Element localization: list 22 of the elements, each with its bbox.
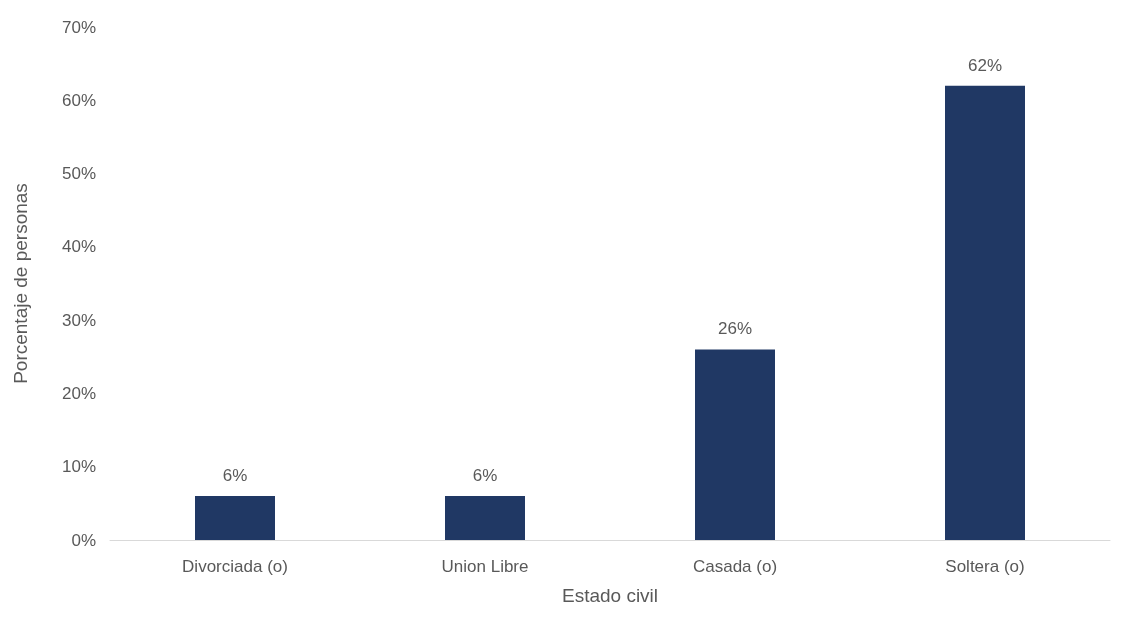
- bar: [195, 496, 275, 540]
- data-label: 26%: [717, 319, 753, 339]
- y-tick-label: 60%: [61, 90, 96, 110]
- data-label: 6%: [472, 466, 498, 486]
- x-tick-label: Union Libre: [441, 557, 529, 576]
- y-tick-label: 0%: [71, 530, 96, 550]
- data-label: 62%: [967, 55, 1003, 75]
- data-label: 6%: [222, 466, 248, 486]
- y-axis-title: Porcentaje de personas: [10, 183, 31, 384]
- y-tick-label: 40%: [61, 237, 96, 257]
- y-tick-label: 70%: [61, 17, 96, 37]
- x-axis-title: Estado civil: [561, 585, 659, 606]
- bar: [695, 349, 775, 540]
- bar: [445, 496, 525, 540]
- x-tick-label: Casada (o): [692, 557, 778, 576]
- y-tick-label: 20%: [61, 383, 96, 403]
- y-tick-label: 30%: [61, 310, 96, 330]
- x-tick-label: Soltera (o): [945, 557, 1025, 576]
- bar: [945, 85, 1025, 540]
- x-tick-label: Divorciada (o): [182, 557, 288, 576]
- y-tick-label: 10%: [61, 457, 96, 477]
- y-tick-label: 50%: [61, 164, 96, 184]
